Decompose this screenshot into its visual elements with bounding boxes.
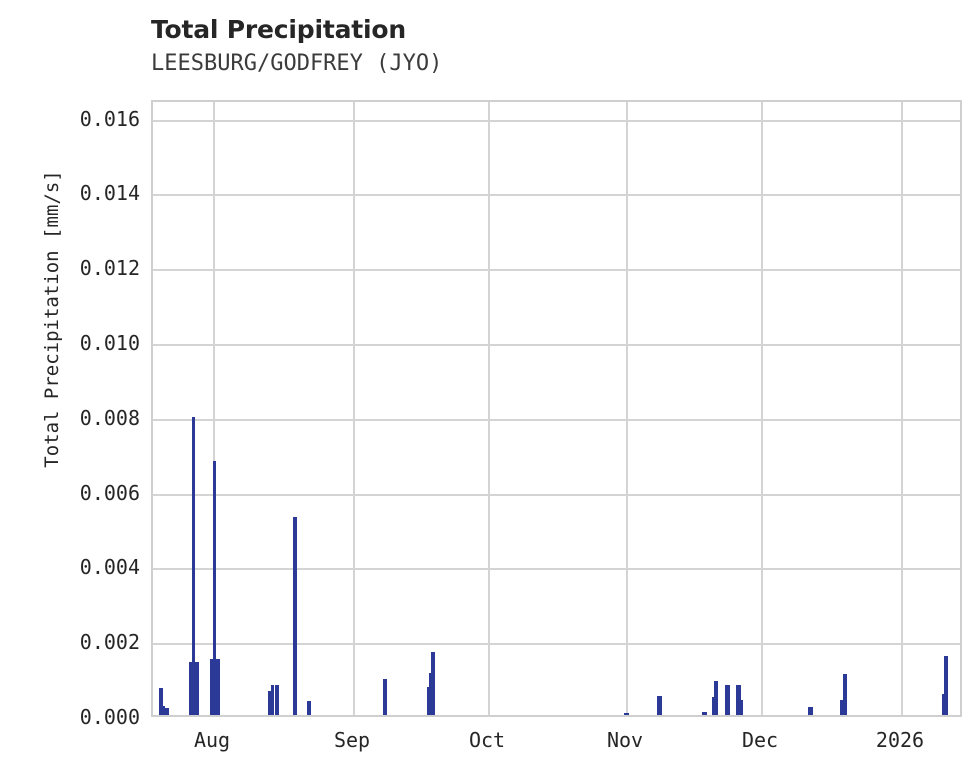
y-tick-label: 0.000	[79, 705, 140, 729]
bar	[431, 652, 435, 715]
y-tick-label: 0.016	[79, 106, 140, 131]
bar	[307, 700, 311, 715]
bar	[725, 685, 730, 715]
bar	[383, 679, 387, 715]
y-tick-label: 0.006	[79, 480, 140, 505]
y-tick-label: 0.004	[79, 555, 140, 580]
gridline-horizontal	[153, 568, 960, 571]
bar	[162, 706, 165, 715]
bar	[429, 673, 432, 715]
chart-title: Total Precipitation	[151, 15, 406, 44]
bar	[165, 707, 169, 715]
gridline-vertical	[213, 102, 215, 715]
gridline-vertical	[626, 102, 628, 715]
bar	[624, 712, 629, 715]
y-tick-label: 0.014	[79, 181, 140, 206]
bar	[714, 680, 718, 715]
bar	[159, 687, 163, 715]
bar	[739, 700, 743, 715]
bar	[944, 655, 948, 715]
gridline-vertical	[901, 102, 903, 715]
y-axis-tick-labels: 0.016 0.014 0.012 0.010 0.008 0.006 0.004 0.002…	[0, 0, 140, 780]
gridline-horizontal	[153, 119, 960, 122]
bar	[840, 700, 845, 715]
bar	[213, 460, 216, 715]
bar	[275, 685, 279, 715]
bar	[736, 685, 741, 715]
plot-area	[151, 100, 962, 717]
bar	[293, 516, 297, 715]
gridline-horizontal	[153, 493, 960, 496]
y-tick-label: 0.008	[79, 405, 140, 430]
x-tick-label: Sep	[333, 728, 371, 752]
gridline-horizontal	[153, 344, 960, 347]
bar	[216, 658, 220, 715]
bar	[192, 416, 195, 715]
x-tick-label: 2026	[875, 728, 925, 752]
bar	[271, 685, 274, 715]
chart-subtitle: LEESBURG/GODFREY (JYO)	[151, 51, 443, 76]
gridline-horizontal	[153, 643, 960, 646]
gridline-horizontal	[153, 194, 960, 197]
y-tick-label: 0.010	[79, 331, 140, 356]
gridline-vertical	[353, 102, 355, 715]
x-tick-label: Nov	[606, 728, 644, 752]
y-tick-label: 0.012	[79, 256, 140, 281]
x-tick-label: Dec	[741, 728, 779, 752]
bar	[702, 712, 707, 715]
gridline-vertical	[761, 102, 763, 715]
y-tick-label: 0.002	[79, 630, 140, 655]
bar	[195, 661, 199, 715]
bar	[808, 706, 813, 715]
bar	[268, 691, 272, 715]
x-tick-label: Oct	[468, 728, 506, 752]
bar	[843, 673, 847, 715]
gridline-vertical	[488, 102, 490, 715]
gridline-horizontal	[153, 269, 960, 272]
x-tick-label: Aug	[193, 728, 231, 752]
bar	[657, 696, 662, 715]
gridline-horizontal	[153, 418, 960, 421]
